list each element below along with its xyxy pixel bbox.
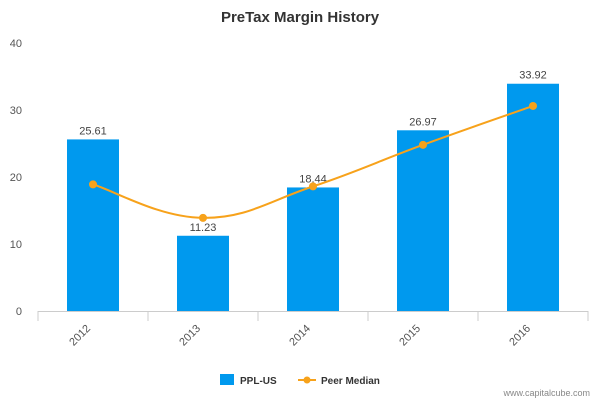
legend: PPL-US Peer Median (220, 374, 380, 387)
peer-median-point-2015[interactable] (419, 140, 427, 149)
legend-swatch-peer-median-marker (303, 376, 311, 384)
y-tick-label: 30 (10, 105, 22, 117)
legend-label-peer-median[interactable]: Peer Median (321, 376, 380, 387)
credit-text: www.capitalcube.com (502, 388, 590, 398)
bar-data-label: 25.61 (79, 125, 107, 137)
bar-2014[interactable] (287, 187, 339, 311)
line-series (89, 101, 537, 222)
x-tick-label: 2012 (67, 323, 93, 349)
bar-data-label: 18.44 (299, 173, 327, 185)
bar-data-label: 26.97 (409, 116, 437, 128)
legend-swatch-ppl-us (220, 374, 234, 385)
y-tick-label: 0 (16, 306, 22, 318)
x-tick-label: 2016 (507, 323, 533, 349)
y-tick-label: 20 (10, 172, 22, 184)
peer-median-point-2016[interactable] (529, 101, 537, 110)
bar-series: 25.61 11.23 18.44 26.97 33.92 (67, 70, 559, 312)
y-tick-label: 10 (10, 239, 22, 251)
x-tick-label: 2013 (177, 323, 203, 349)
peer-median-point-2013[interactable] (199, 213, 207, 222)
y-tick-label: 40 (10, 38, 22, 50)
x-tick-label: 2015 (397, 323, 423, 349)
bar-data-label: 11.23 (190, 222, 217, 234)
x-tick-label: 2014 (287, 323, 313, 349)
y-axis: 0 10 20 30 40 (10, 38, 22, 318)
chart-title: PreTax Margin History (221, 9, 380, 26)
bar-2013[interactable] (177, 235, 229, 311)
peer-median-point-2014[interactable] (309, 182, 317, 191)
legend-label-ppl-us[interactable]: PPL-US (240, 376, 277, 387)
bar-data-label: 33.92 (519, 70, 547, 82)
peer-median-point-2012[interactable] (89, 180, 97, 189)
x-axis: 2012 2013 2014 2015 2016 (37, 311, 589, 349)
bar-2015[interactable] (397, 130, 449, 311)
bar-2012[interactable] (67, 139, 119, 311)
bar-2016[interactable] (507, 83, 559, 312)
